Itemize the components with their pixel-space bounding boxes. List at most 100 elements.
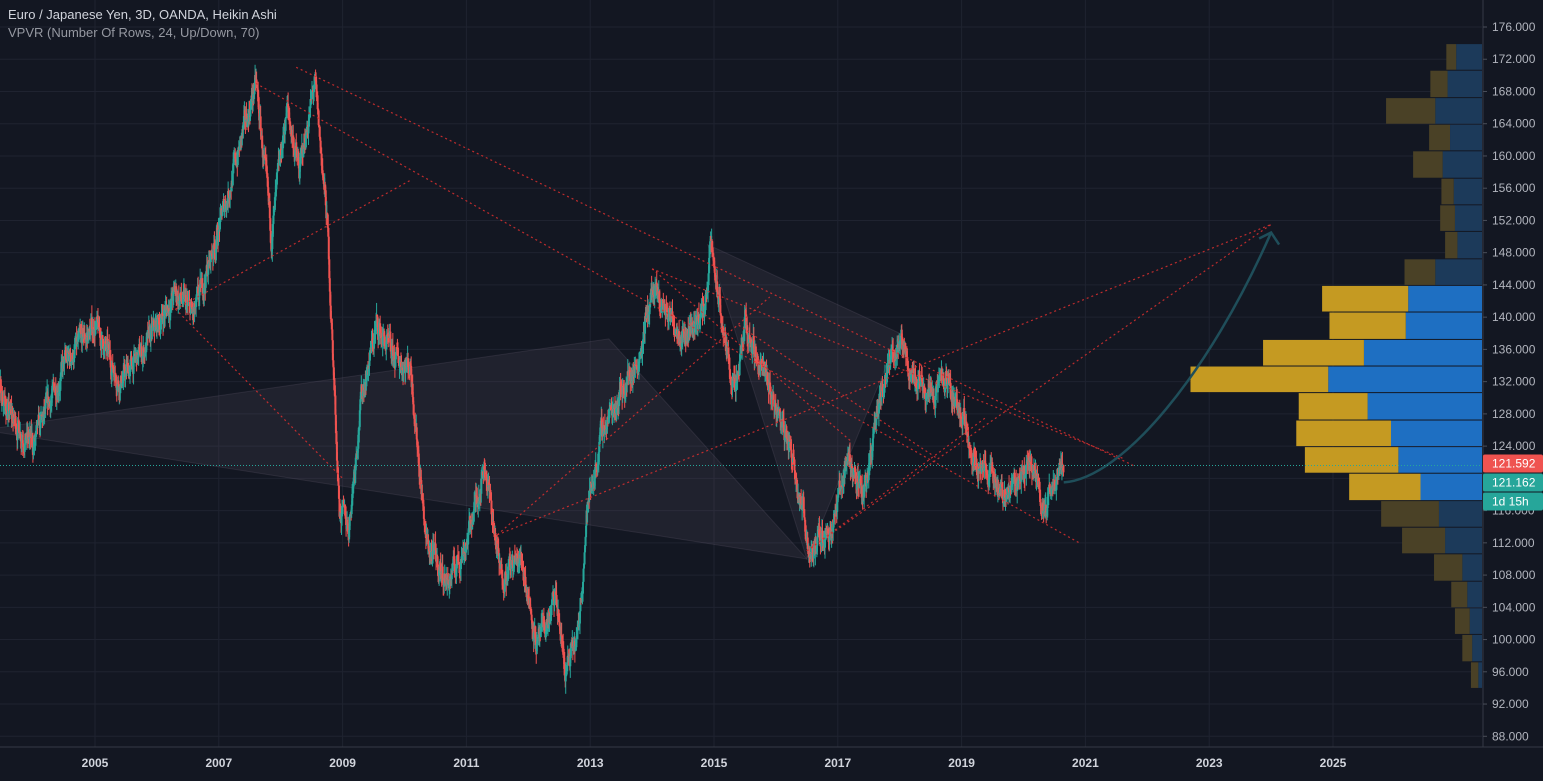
candle-body: [285, 118, 287, 131]
price-tick-label: 152.000: [1492, 213, 1536, 227]
volume-profile-up-bar: [1457, 232, 1482, 258]
volume-profile-down-bar: [1190, 367, 1328, 393]
secondary-price-tag-text: 121.162: [1492, 476, 1536, 490]
time-tick-label: 2023: [1196, 756, 1223, 770]
volume-profile-up-bar: [1328, 367, 1482, 393]
volume-profile-up-bar: [1435, 98, 1482, 124]
price-tick-label: 136.000: [1492, 342, 1536, 356]
secondary-price-tag: 121.162: [1483, 474, 1543, 492]
volume-profile-up-bar: [1462, 554, 1482, 580]
countdown-tag-text: 1d 15h: [1492, 495, 1529, 509]
volume-profile-down-bar: [1451, 582, 1467, 608]
candle-body: [442, 567, 444, 578]
volume-profile-up-bar: [1467, 582, 1482, 608]
volume-profile-down-bar: [1462, 635, 1472, 661]
candle-body: [320, 147, 322, 153]
price-tick-label: 168.000: [1492, 84, 1536, 98]
volume-profile-down-bar: [1296, 421, 1391, 447]
price-tick-label: 132.000: [1492, 375, 1536, 389]
volume-profile-up-bar: [1398, 447, 1482, 473]
price-tick-label: 140.000: [1492, 310, 1536, 324]
price-tick-label: 104.000: [1492, 600, 1536, 614]
volume-profile-down-bar: [1440, 205, 1455, 231]
price-tick-label: 172.000: [1492, 52, 1536, 66]
price-axis[interactable]: 176.000172.000168.000164.000160.000156.0…: [1483, 0, 1543, 776]
candle-body: [328, 237, 330, 260]
candle-body: [413, 404, 415, 415]
time-tick-label: 2005: [82, 756, 109, 770]
volume-profile-down-bar: [1405, 259, 1436, 285]
candle-body: [416, 427, 418, 439]
time-tick-label: 2025: [1320, 756, 1347, 770]
candle-body: [160, 322, 162, 329]
price-tick-label: 160.000: [1492, 149, 1536, 163]
candle-body: [331, 329, 333, 340]
volume-profile-up-bar: [1455, 205, 1482, 231]
price-tick-label: 92.000: [1492, 697, 1529, 711]
time-tick-label: 2021: [1072, 756, 1099, 770]
volume-profile-down-bar: [1402, 528, 1445, 554]
volume-profile-up-bar: [1445, 528, 1482, 554]
volume-profile-up-bar: [1470, 608, 1482, 634]
time-tick-label: 2015: [701, 756, 728, 770]
price-tick-label: 144.000: [1492, 278, 1536, 292]
volume-profile-down-bar: [1329, 313, 1405, 339]
price-tick-label: 176.000: [1492, 20, 1536, 34]
volume-profile-up-bar: [1368, 393, 1482, 419]
volume-profile-down-bar: [1381, 501, 1439, 527]
candle-body: [919, 371, 921, 377]
time-tick-label: 2013: [577, 756, 604, 770]
volume-profile-up-bar: [1406, 313, 1482, 339]
price-tick-label: 124.000: [1492, 439, 1536, 453]
price-tick-label: 148.000: [1492, 246, 1536, 260]
price-tick-label: 156.000: [1492, 181, 1536, 195]
volume-profile-down-bar: [1299, 393, 1368, 419]
volume-profile-up-bar: [1364, 340, 1482, 366]
volume-profile-up-bar: [1454, 179, 1482, 205]
volume-profile-down-bar: [1471, 662, 1478, 688]
volume-profile-up-bar: [1478, 662, 1482, 688]
volume-profile-down-bar: [1430, 71, 1447, 97]
candle-body: [316, 85, 318, 92]
candle-body: [804, 517, 806, 520]
volume-profile-up-bar: [1450, 125, 1482, 151]
candle-body: [51, 389, 53, 399]
volume-profile-up-bar: [1391, 421, 1482, 447]
volume-profile-down-bar: [1445, 232, 1457, 258]
time-tick-label: 2017: [824, 756, 851, 770]
volume-profile-down-bar: [1263, 340, 1364, 366]
volume-profile-down-bar: [1305, 447, 1398, 473]
volume-profile-down-bar: [1349, 474, 1420, 500]
volume-profile-up-bar: [1456, 44, 1482, 70]
symbol-title[interactable]: Euro / Japanese Yen, 3D, OANDA, Heikin A…: [8, 6, 277, 24]
price-tick-label: 88.000: [1492, 729, 1529, 743]
candle-body: [329, 278, 331, 291]
volume-profile-up-bar: [1443, 151, 1482, 177]
current-price-tag-text: 121.592: [1492, 457, 1536, 471]
candle-body: [480, 479, 482, 494]
volume-profile-down-bar: [1322, 286, 1408, 312]
volume-profile-up-bar: [1472, 635, 1482, 661]
volume-profile-down-bar: [1441, 179, 1453, 205]
indicator-label[interactable]: VPVR (Number Of Rows, 24, Up/Down, 70): [8, 24, 277, 42]
candle-body: [423, 506, 425, 519]
chart-legend[interactable]: Euro / Japanese Yen, 3D, OANDA, Heikin A…: [8, 6, 277, 42]
price-tick-label: 108.000: [1492, 568, 1536, 582]
current-price-tag: 121.592: [1483, 455, 1543, 473]
time-tick-label: 2011: [453, 756, 479, 770]
volume-profile-down-bar: [1386, 98, 1435, 124]
volume-profile-down-bar: [1413, 151, 1443, 177]
volume-profile-up-bar: [1439, 501, 1482, 527]
volume-profile-down-bar: [1455, 608, 1470, 634]
candle-body: [269, 201, 271, 218]
volume-profile-down-bar: [1446, 44, 1456, 70]
candle-body: [305, 135, 307, 147]
candle-body: [327, 215, 329, 228]
time-tick-label: 2009: [329, 756, 356, 770]
countdown-tag: 1d 15h: [1483, 493, 1543, 511]
price-tick-label: 128.000: [1492, 407, 1536, 421]
volume-profile-up-bar: [1421, 474, 1483, 500]
volume-profile-up-bar: [1408, 286, 1482, 312]
